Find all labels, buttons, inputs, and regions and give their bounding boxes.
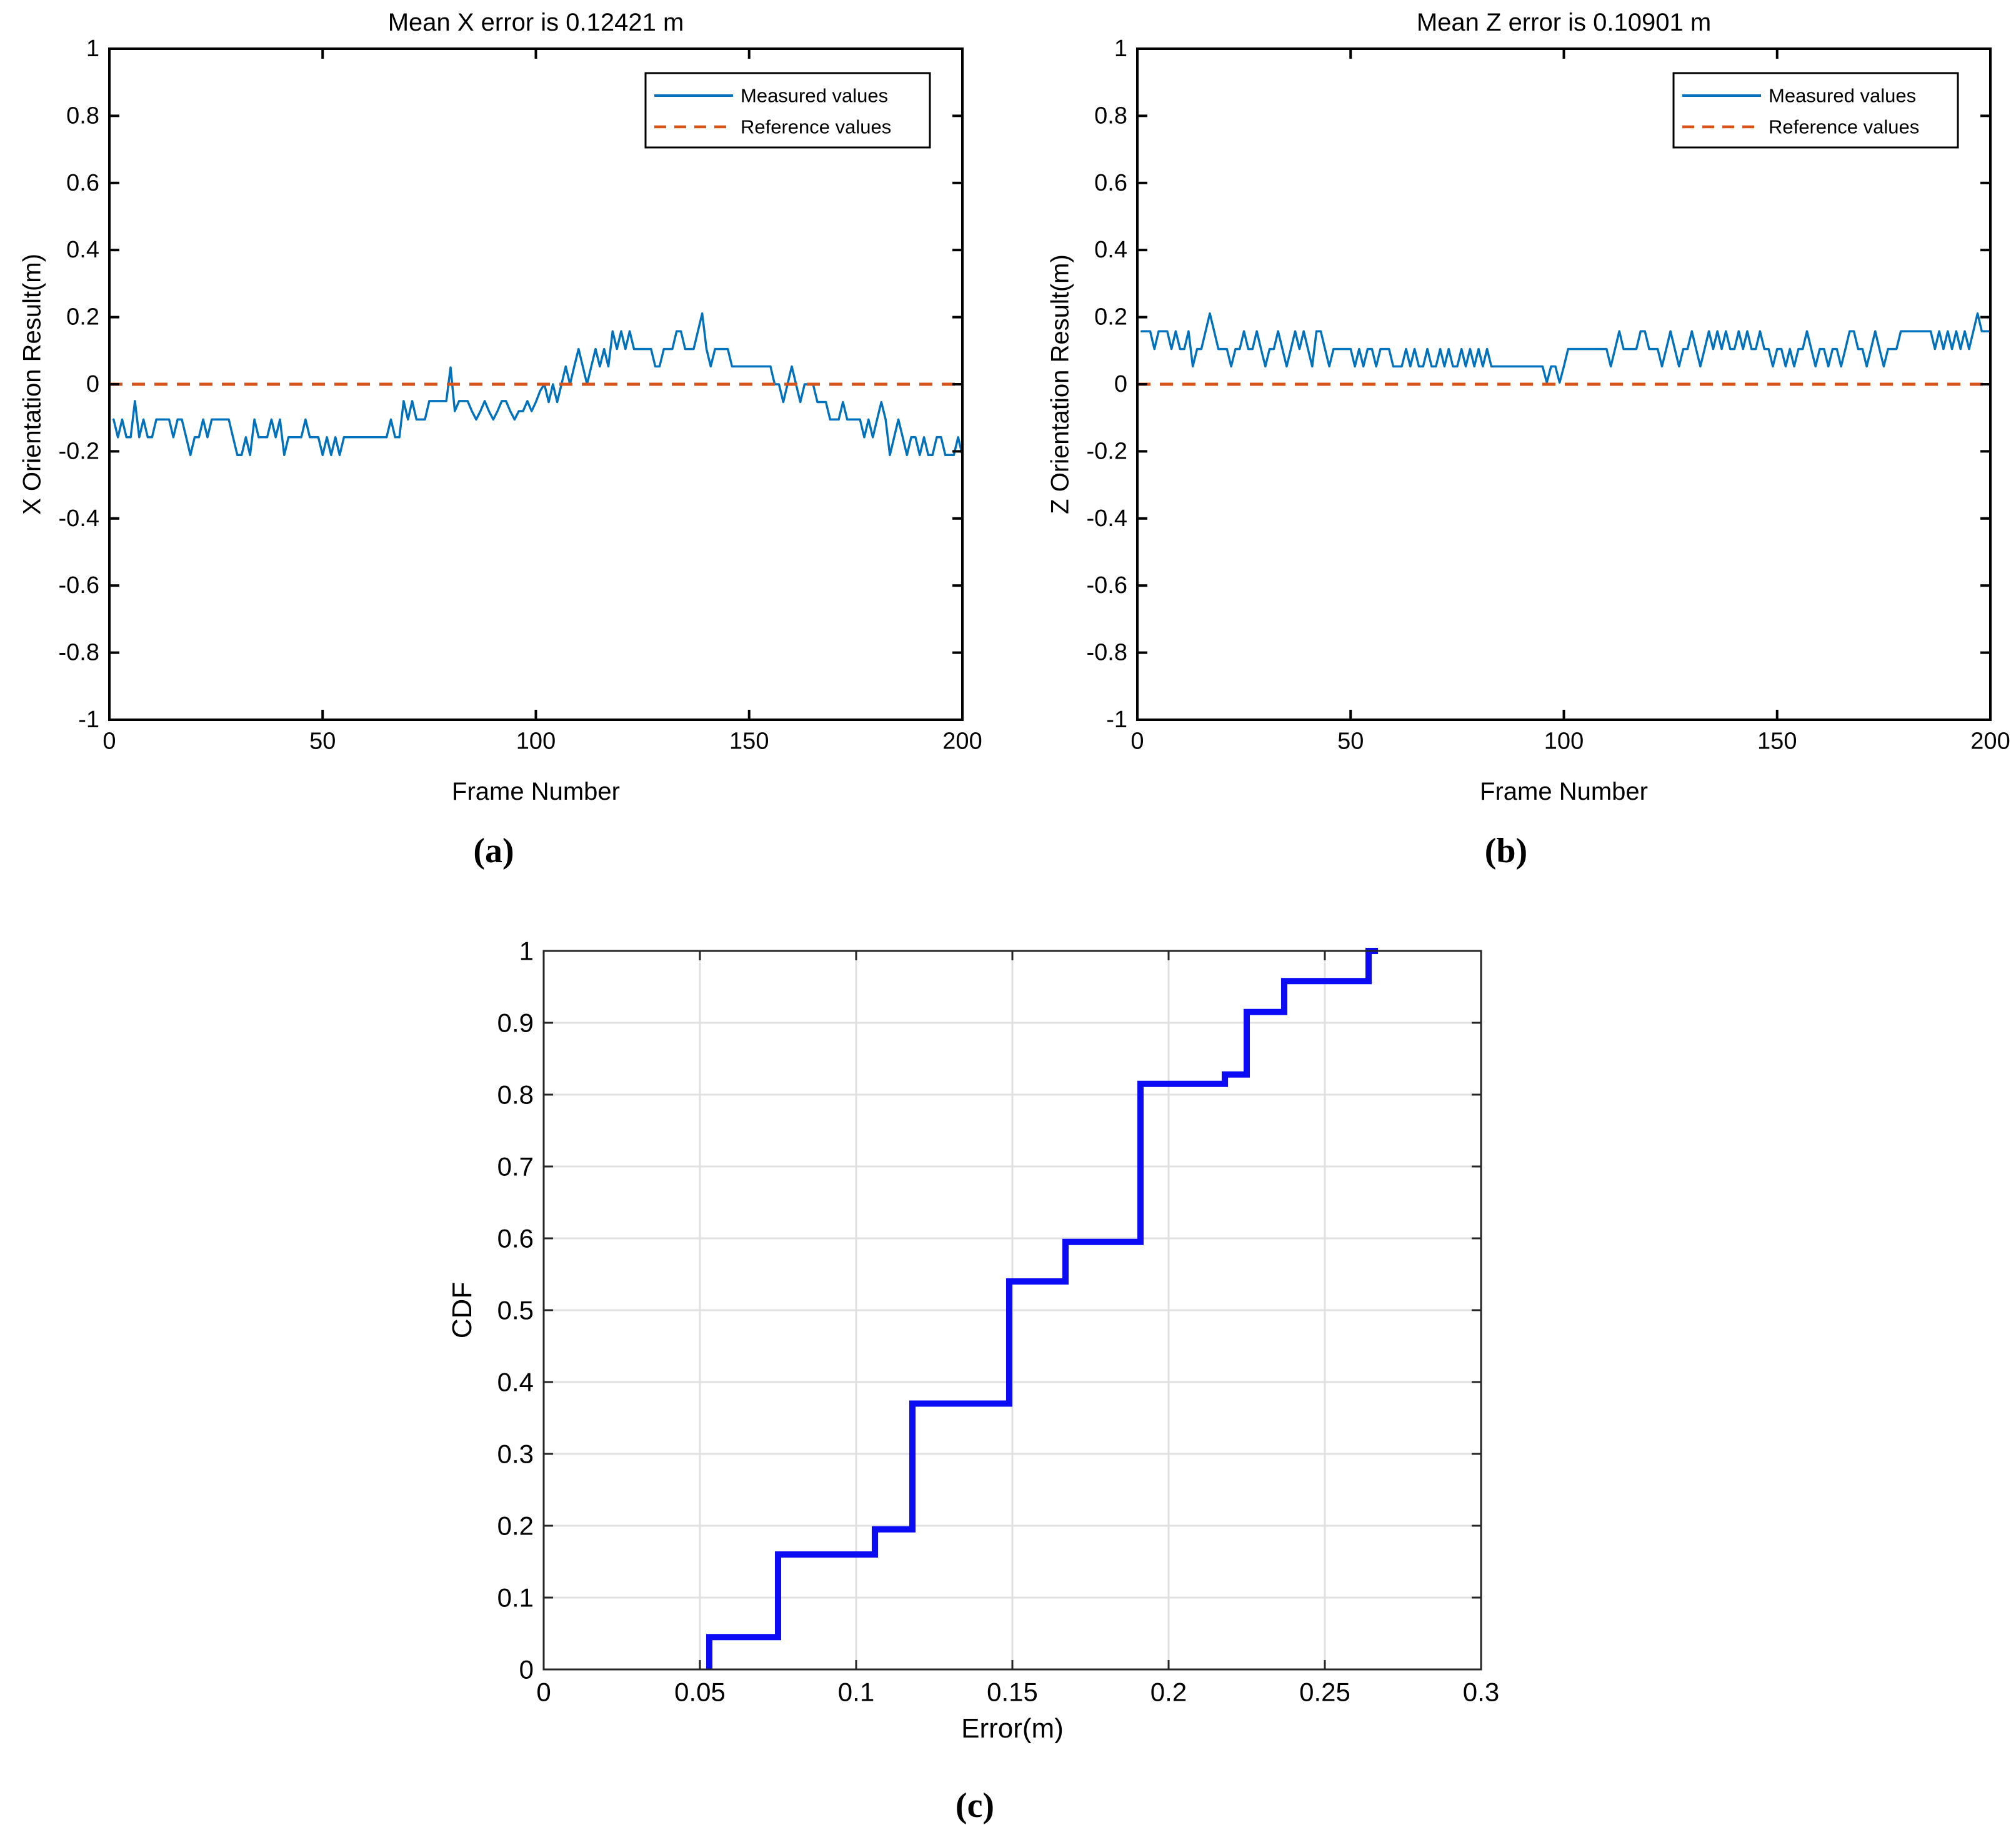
x-tick-label: 200 bbox=[942, 728, 982, 754]
z-orientation-chart: 0 50 100 150 200 -1 -0.8 -0.6 -0.4 -0.2 0 0.2 0.4 0.6… bbox=[1087, 36, 2010, 754]
y-tick-label: -0.8 bbox=[59, 640, 99, 666]
y-tick-label: 0.4 bbox=[497, 1368, 534, 1397]
y-tick-label: 0.2 bbox=[1094, 304, 1127, 331]
subcaption-c: (c) bbox=[955, 1786, 995, 1825]
y-tick-label: 0.1 bbox=[497, 1583, 534, 1613]
y-tick-label: 0.2 bbox=[66, 304, 99, 331]
legend-box bbox=[644, 72, 931, 149]
y-tick-label: -0.2 bbox=[59, 438, 99, 464]
error-cdf-chart: 0 0.05 0.1 0.15 0.2 0.25 0.3 0 0.1 0.2 0.3 0.4 0.5 0.… bbox=[497, 937, 1500, 1707]
x-tick-label: 0.15 bbox=[987, 1677, 1038, 1706]
y-tick-label: 0.7 bbox=[497, 1152, 534, 1181]
y-tick-label: -0.6 bbox=[1087, 572, 1127, 599]
y-tick-label: -0.4 bbox=[59, 505, 99, 532]
x-tick-label: 100 bbox=[1544, 728, 1584, 754]
measured-line bbox=[112, 312, 964, 457]
subfigure-b: 0 50 100 150 200 -1 -0.8 -0.6 -0.4 -0.2 0 0.2 0.4 0.6… bbox=[1025, 0, 2016, 912]
y-tick-label: 0.6 bbox=[1094, 170, 1127, 196]
y-tick-label: 0 bbox=[1114, 371, 1127, 397]
x-tick-label: 200 bbox=[1970, 728, 2010, 754]
x-tick-label: 50 bbox=[309, 728, 336, 754]
y-tick-label: 0.8 bbox=[66, 102, 99, 129]
x-tick-label: 0 bbox=[102, 728, 116, 754]
subcaption-a: (a) bbox=[473, 832, 514, 870]
chart-b-ylabel: Z Orientation Result(m) bbox=[1046, 254, 1074, 514]
subfigure-a: 0 50 100 150 200 -1 -0.8 -0.6 -0.4 -0.2 0 0.2 0.4 0.6… bbox=[0, 0, 1025, 912]
subcaption-b: (b) bbox=[1484, 832, 1528, 870]
y-tick-label: -0.8 bbox=[1087, 640, 1127, 666]
x-tick-label: 0.1 bbox=[838, 1677, 874, 1706]
x-tick-label: 0.2 bbox=[1150, 1677, 1187, 1706]
x-tick-label: 0.25 bbox=[1299, 1677, 1350, 1706]
x-tick-label: 0 bbox=[1130, 728, 1144, 754]
y-tick-label: -0.2 bbox=[1087, 438, 1127, 464]
y-tick-label: 0.6 bbox=[66, 170, 99, 196]
y-tick-label: -1 bbox=[78, 707, 99, 733]
chart-c-ylabel: CDF bbox=[447, 1281, 477, 1339]
legend-box bbox=[1672, 72, 1959, 149]
y-tick-label: 0.9 bbox=[497, 1008, 534, 1038]
y-tick-label: -1 bbox=[1106, 707, 1127, 733]
chart-a-ylabel: X Orientation Result(m) bbox=[18, 254, 46, 515]
x-tick-label: 150 bbox=[729, 728, 769, 754]
y-tick-label: 0.3 bbox=[497, 1440, 534, 1469]
legend-label: Reference values bbox=[1769, 116, 1919, 138]
x-tick-label: 0.05 bbox=[674, 1677, 726, 1706]
legend-label: Measured values bbox=[1769, 85, 1916, 107]
y-tick-label: 0.4 bbox=[1094, 237, 1127, 263]
y-tick-label: -0.6 bbox=[59, 572, 99, 599]
y-tick-label: -0.4 bbox=[1087, 505, 1127, 532]
y-tick-label: 1 bbox=[86, 36, 99, 62]
chart-b-xlabel: Frame Number bbox=[1480, 778, 1648, 805]
x-tick-label: 0 bbox=[536, 1677, 551, 1706]
y-tick-label: 1 bbox=[1114, 36, 1127, 62]
y-tick-label: 0.8 bbox=[1094, 102, 1127, 129]
chart-a-title: Mean X error is 0.12421 m bbox=[387, 9, 684, 36]
subfigure-c: 0 0.05 0.1 0.15 0.2 0.25 0.3 0 0.1 0.2 0.3 0.4 0.5 0.… bbox=[400, 912, 1616, 1845]
y-tick-label: 0.5 bbox=[497, 1296, 534, 1325]
y-tick-label: 0 bbox=[519, 1655, 534, 1684]
x-tick-label: 0.3 bbox=[1463, 1677, 1499, 1706]
cdf-step-line bbox=[706, 948, 1378, 1669]
legend-label: Reference values bbox=[741, 116, 891, 138]
chart-a-xlabel: Frame Number bbox=[452, 778, 620, 805]
x-tick-label: 100 bbox=[516, 728, 556, 754]
x-tick-label: 50 bbox=[1337, 728, 1364, 754]
y-tick-label: 0.2 bbox=[497, 1511, 534, 1541]
y-tick-label: 0.6 bbox=[497, 1224, 534, 1253]
y-tick-label: 0.4 bbox=[66, 237, 99, 263]
measured-line bbox=[1140, 312, 1992, 384]
chart-c-xlabel: Error(m) bbox=[961, 1713, 1064, 1744]
y-tick-label: 1 bbox=[519, 937, 534, 966]
y-tick-label: 0.8 bbox=[497, 1080, 534, 1110]
y-tick-label: 0 bbox=[86, 371, 99, 397]
chart-b-title: Mean Z error is 0.10901 m bbox=[1416, 9, 1712, 36]
legend-label: Measured values bbox=[741, 85, 888, 107]
x-tick-label: 150 bbox=[1757, 728, 1797, 754]
x-orientation-chart: 0 50 100 150 200 -1 -0.8 -0.6 -0.4 -0.2 0 0.2 0.4 0.6… bbox=[59, 36, 982, 754]
